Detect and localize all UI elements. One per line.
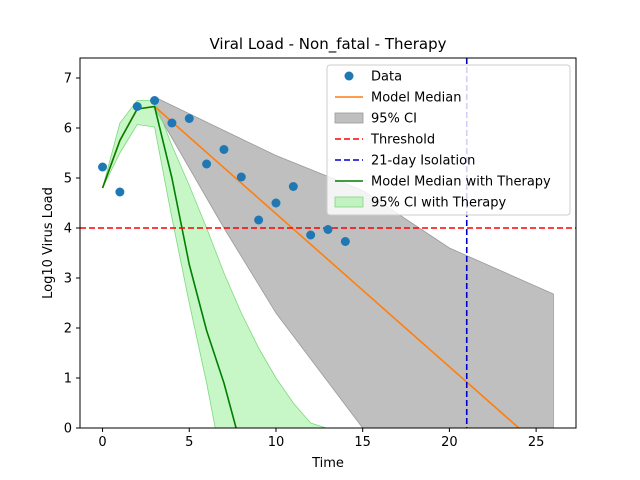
data-point: [236, 172, 246, 182]
data-point: [323, 225, 333, 234]
x-tick-label: 15: [354, 435, 371, 450]
legend-handle-therapy-ci: [334, 196, 364, 208]
y-tick-label: 5: [64, 172, 72, 187]
x-tick-label: 10: [268, 435, 285, 450]
y-tick-label: 6: [64, 122, 72, 137]
data-point: [132, 102, 142, 111]
x-tick-label: 20: [441, 435, 458, 450]
y-tick-label: 3: [64, 272, 72, 287]
legend-label: 21-day Isolation: [371, 154, 475, 169]
data-point: [340, 237, 350, 246]
y-axis: 0 1 2 3 4 5 6 7: [64, 72, 80, 437]
data-point: [254, 215, 264, 225]
y-tick-label: 0: [64, 422, 72, 437]
data-point: [115, 187, 125, 197]
legend-label: 95% CI: [371, 112, 417, 127]
legend-box: [326, 64, 571, 216]
data-point: [98, 162, 108, 172]
data-point: [202, 159, 212, 169]
legend-label: Data: [371, 70, 402, 85]
data-point: [306, 230, 316, 240]
legend-handle-ci: [334, 112, 364, 124]
therapy-median-line: [101, 105, 237, 428]
y-tick-label: 4: [64, 222, 72, 237]
y-axis-label: Log10 Virus Load: [41, 187, 56, 299]
ci-band: [154, 96, 554, 428]
data-point: [167, 118, 177, 128]
plot-layer: [80, 58, 576, 428]
legend-handle-data: [344, 71, 354, 81]
x-tick-label: 25: [528, 435, 545, 450]
y-tick-label: 1: [64, 372, 72, 387]
data-point: [271, 198, 281, 208]
data-point: [184, 114, 194, 123]
legend-label: Threshold: [370, 133, 435, 148]
x-tick-label: 0: [98, 435, 106, 450]
data-point: [219, 145, 229, 154]
x-tick-label: 5: [185, 435, 193, 450]
plot-frame: [79, 57, 577, 429]
x-axis: 0 5 10 15 20 25: [98, 428, 544, 450]
legend-label: 95% CI with Therapy: [371, 196, 507, 211]
data-point: [150, 96, 160, 105]
data-point: [288, 182, 298, 191]
legend: Data Model Median 95% CI Threshold 21-day Is…: [326, 64, 571, 216]
y-tick-label: 7: [64, 72, 72, 87]
legend-label: Model Median with Therapy: [371, 175, 551, 190]
y-tick-label: 2: [64, 322, 72, 337]
therapy-ci-band: [102, 100, 327, 428]
legend-label: Model Median: [371, 91, 461, 106]
chart-title: Viral Load - Non_fatal - Therapy: [209, 35, 446, 54]
x-axis-label: Time: [311, 456, 344, 471]
